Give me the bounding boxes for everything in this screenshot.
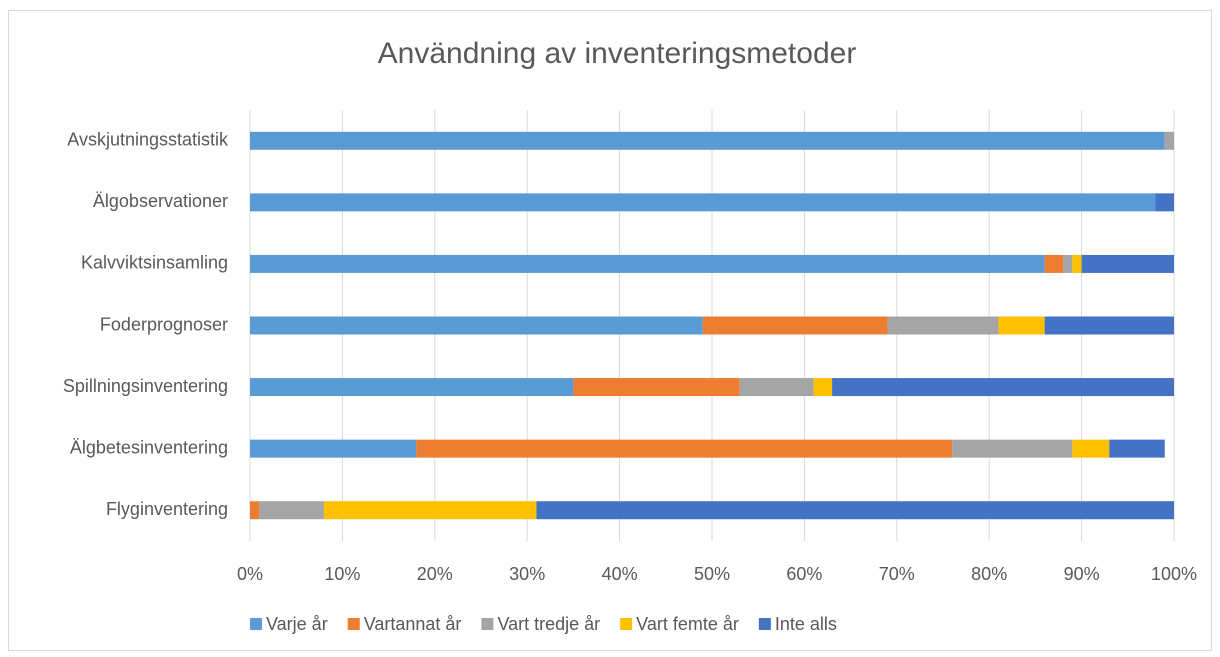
x-tick-label: 0% [237,564,263,584]
bar-segment [832,378,1174,397]
bar-segment [323,501,537,520]
bar-segment [250,378,574,397]
bar-segment [573,378,740,397]
y-tick-label: Kalvviktsinsamling [81,253,228,273]
x-tick-label: 10% [324,564,360,584]
legend-swatch [250,618,262,630]
bar-segment [1072,254,1082,273]
legend-swatch [347,618,360,630]
bar-segment [702,316,888,335]
bar-segment [1044,316,1174,335]
bar-segment [1072,439,1110,458]
x-tick-label: 100% [1151,564,1197,584]
bar-segment [250,439,417,458]
x-tick-label: 90% [1064,564,1100,584]
y-tick-label: Älgbetesinventering [70,437,228,457]
bar-segment [416,439,953,458]
bar-segment [1109,439,1165,458]
bar-segment [250,316,703,335]
bar-segment [952,439,1073,458]
bar-segment [250,254,1045,273]
x-tick-label: 40% [602,564,638,584]
legend-swatch [758,618,771,630]
bar-segment [1155,193,1174,212]
x-tick-label: 60% [786,564,822,584]
legend-swatch [481,618,494,630]
y-tick-label: Spillningsinventering [63,376,228,396]
bar-segment [250,131,1165,150]
bar-segment [887,316,999,335]
bar-segment [536,501,1174,520]
bar-segment [259,501,324,520]
bar-segment [998,316,1045,335]
bar-segment [739,378,814,397]
x-tick-label: 30% [509,564,545,584]
bar-segment [1164,131,1174,150]
y-tick-label: Avskjutningsstatistik [67,130,229,150]
legend-swatch [620,618,633,630]
legend-label: Inte alls [775,614,837,634]
y-tick-label: Foderprognoser [100,314,228,334]
y-tick-label: Flyginventering [106,499,228,519]
bar-segment [1044,254,1064,273]
bar-segment [1081,254,1174,273]
legend-label: Vart tredje år [497,614,600,634]
bar-segment [1063,254,1073,273]
legend-label: Vart femte år [636,614,739,634]
x-tick-label: 20% [417,564,453,584]
x-tick-label: 50% [694,564,730,584]
bar-segment [250,501,260,520]
chart-title: Användning av inventeringsmetoder [378,37,857,70]
bar-segment [813,378,833,397]
x-tick-label: 80% [971,564,1007,584]
legend-label: Vartannat år [364,614,462,634]
y-tick-label: Älgobservationer [93,191,228,211]
x-tick-label: 70% [879,564,915,584]
legend-label: Varje år [266,614,328,634]
bar-segment [250,193,1156,212]
